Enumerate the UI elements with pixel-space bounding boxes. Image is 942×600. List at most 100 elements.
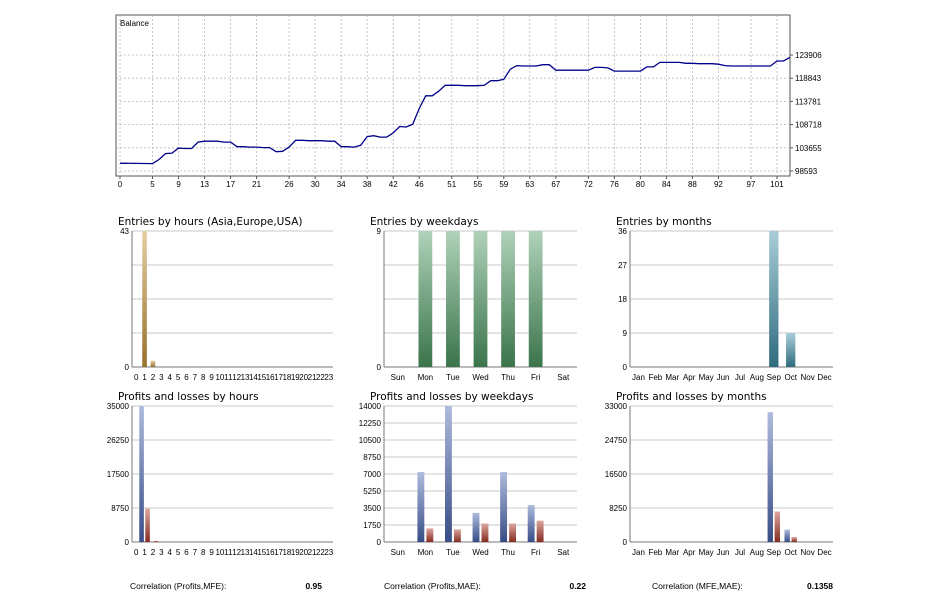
x-tick-label: Jun — [717, 373, 730, 382]
y-tick-label: 17500 — [107, 470, 130, 479]
balance-x-tick-label: 97 — [747, 180, 756, 189]
balance-x-tick-label: 17 — [226, 180, 235, 189]
balance-x-tick-label: 80 — [636, 180, 645, 189]
balance-x-tick-label: 59 — [499, 180, 508, 189]
balance-x-tick-label: 76 — [610, 180, 619, 189]
x-tick-label: 3 — [159, 548, 164, 557]
x-tick-label: Wed — [472, 548, 488, 557]
y-tick-label: 8250 — [609, 504, 627, 513]
balance-title: Balance — [120, 19, 149, 28]
x-tick-label: 11 — [224, 548, 233, 557]
correlation-label: Correlation (Profits,MAE): — [384, 581, 481, 591]
correlation-value: 0.22 — [569, 581, 586, 591]
x-tick-label: Tue — [446, 373, 460, 382]
x-tick-label: 4 — [167, 548, 172, 557]
balance-x-tick-label: 38 — [363, 180, 372, 189]
y-tick-label: 0 — [623, 363, 628, 372]
x-tick-label: 19 — [291, 373, 300, 382]
bar — [142, 231, 147, 367]
x-tick-label: Jan — [632, 373, 645, 382]
y-tick-label: 14000 — [359, 402, 382, 411]
x-tick-label: 15 — [257, 373, 266, 382]
x-tick-label: Oct — [784, 548, 797, 557]
x-tick-label: 15 — [257, 548, 266, 557]
y-tick-label: 18 — [618, 295, 627, 304]
profit-bar — [784, 529, 790, 542]
y-tick-label: 9 — [623, 329, 628, 338]
chart-title: Profits and losses by months — [616, 391, 767, 403]
bar — [150, 360, 156, 367]
y-tick-label: 16500 — [605, 470, 628, 479]
x-tick-label: Sat — [557, 548, 570, 557]
loss-bar — [509, 523, 516, 542]
balance-y-tick-label: 108718 — [795, 121, 822, 130]
x-tick-label: 0 — [134, 373, 139, 382]
balance-x-tick-label: 84 — [662, 180, 671, 189]
profit-bar — [527, 505, 535, 542]
x-tick-label: Feb — [648, 548, 662, 557]
x-tick-label: Feb — [648, 373, 662, 382]
x-tick-label: 16 — [266, 548, 275, 557]
balance-x-tick-label: 46 — [415, 180, 424, 189]
balance-x-tick-label: 34 — [337, 180, 346, 189]
balance-x-tick-label: 92 — [714, 180, 723, 189]
chart-title: Entries by weekdays — [370, 216, 479, 228]
balance-x-tick-label: 63 — [525, 180, 534, 189]
x-tick-label: 21 — [308, 548, 317, 557]
x-tick-label: 18 — [282, 373, 291, 382]
loss-bar — [426, 528, 434, 542]
y-tick-label: 3500 — [363, 504, 381, 513]
balance-x-tick-label: 26 — [285, 180, 294, 189]
x-tick-label: 6 — [184, 373, 189, 382]
x-tick-label: 5 — [176, 373, 181, 382]
x-tick-label: Thu — [501, 373, 515, 382]
y-tick-label: 8750 — [111, 504, 129, 513]
x-tick-label: Sep — [767, 373, 782, 382]
x-tick-label: 22 — [316, 373, 325, 382]
y-tick-label: 27 — [618, 261, 627, 270]
x-tick-label: 23 — [324, 373, 333, 382]
balance-x-tick-label: 101 — [770, 180, 784, 189]
x-tick-label: 11 — [224, 373, 233, 382]
bar — [528, 231, 543, 367]
x-tick-label: Fri — [531, 548, 541, 557]
y-tick-label: 33000 — [605, 402, 628, 411]
x-tick-label: 7 — [193, 548, 198, 557]
profit-bar — [139, 406, 144, 542]
x-tick-label: 3 — [159, 373, 164, 382]
x-tick-label: 6 — [184, 548, 189, 557]
correlation-label: Correlation (MFE,MAE): — [652, 581, 743, 591]
correlation-value: 0.1358 — [807, 581, 833, 591]
x-tick-label: 14 — [249, 548, 258, 557]
balance-x-tick-label: 13 — [200, 180, 209, 189]
x-tick-label: Apr — [683, 373, 696, 382]
y-tick-label: 9 — [377, 227, 382, 236]
x-tick-label: 9 — [209, 373, 214, 382]
x-tick-label: Wed — [472, 373, 488, 382]
balance-x-tick-label: 88 — [688, 180, 697, 189]
chart-title: Profits and losses by weekdays — [370, 391, 533, 403]
y-tick-label: 8750 — [363, 453, 381, 462]
x-tick-label: Fri — [531, 373, 541, 382]
bar — [786, 333, 796, 367]
balance-x-tick-label: 72 — [584, 180, 593, 189]
x-tick-label: 10 — [215, 373, 224, 382]
x-tick-label: Sun — [391, 373, 405, 382]
x-tick-label: 4 — [167, 373, 172, 382]
x-tick-label: 13 — [241, 373, 250, 382]
x-tick-label: Nov — [801, 373, 815, 382]
profit-bar — [472, 512, 480, 542]
y-tick-label: 5250 — [363, 487, 381, 496]
balance-line — [119, 56, 791, 165]
x-tick-label: 1 — [142, 373, 147, 382]
x-tick-label: 10 — [215, 548, 224, 557]
y-tick-label: 0 — [125, 538, 130, 547]
y-tick-label: 24750 — [605, 436, 628, 445]
x-tick-label: 19 — [291, 548, 300, 557]
x-tick-label: May — [699, 373, 714, 382]
balance-y-tick-label: 118843 — [795, 74, 822, 83]
loss-bar — [481, 523, 489, 542]
y-tick-label: 0 — [623, 538, 628, 547]
balance-x-tick-label: 5 — [150, 180, 155, 189]
